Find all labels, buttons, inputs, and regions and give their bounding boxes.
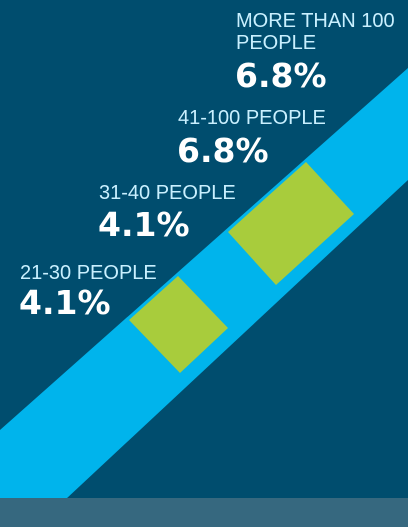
category-label-text: PEOPLE: [236, 32, 316, 54]
category-label-text: 31-40 PEOPLE: [99, 182, 236, 204]
category-label-text: MORE THAN 100: [236, 10, 395, 32]
band-highlight-segment: [129, 276, 228, 373]
footer-strip: [0, 498, 408, 527]
category-label-text: 41-100 PEOPLE: [178, 107, 326, 129]
value-label: 6.8%: [177, 131, 269, 170]
value-label: 6.8%: [235, 56, 327, 95]
category-label-text: 21-30 PEOPLE: [20, 262, 157, 284]
value-label: 4.1%: [19, 283, 111, 322]
band-highlight-segment: [228, 162, 354, 285]
band-highlights: [129, 162, 354, 373]
value-label: 4.1%: [98, 205, 190, 244]
